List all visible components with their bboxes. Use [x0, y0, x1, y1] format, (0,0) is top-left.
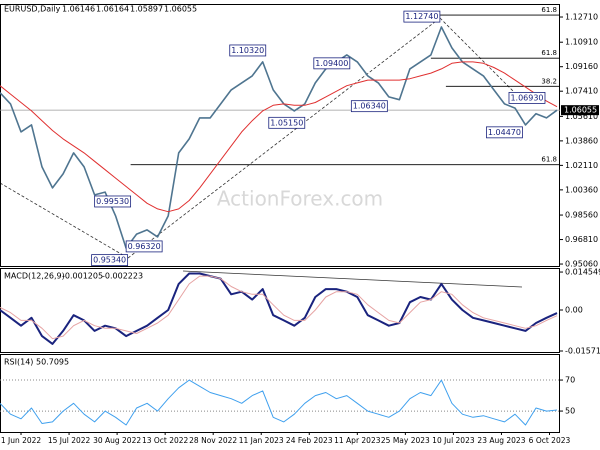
price-marker-label: 1.09400: [315, 59, 348, 68]
x-tick-label: 1 Jun 2022: [1, 436, 42, 445]
y-tick-label: 70: [565, 376, 575, 385]
price-marker-box: [125, 240, 163, 253]
y-tick-label: 0.95060: [565, 260, 598, 269]
x-tick-label: 23 Aug 2023: [477, 436, 525, 445]
y-tick-label: 0.96810: [565, 235, 598, 244]
y-tick-label: 1.07410: [565, 87, 598, 96]
y-tick-label: 1.09160: [565, 62, 598, 71]
divergence-line: [182, 270, 523, 288]
y-tick-label: 50: [565, 407, 575, 416]
panel-title: RSI(14): [4, 358, 33, 367]
y-tick-label: 1.00360: [565, 185, 598, 194]
quote-value: 1.06164: [96, 5, 129, 14]
quote-value: 1.06055: [164, 5, 197, 14]
y-tick-label: 0.014549: [565, 268, 600, 277]
price-marker-box: [486, 126, 523, 139]
x-tick-label: 11 Jan 2023: [239, 436, 284, 445]
symbol-title: EURUSD,Daily: [4, 5, 61, 14]
fib-label: 61.8: [541, 6, 557, 14]
fib-label: 38.2: [541, 77, 557, 85]
panel-frame: [0, 354, 560, 433]
x-tick-label: 28 Nov 2022: [189, 436, 237, 445]
series-line: [0, 272, 558, 345]
series-line: [0, 379, 558, 426]
price-marker-box: [350, 100, 388, 113]
watermark: ActionForex.com: [217, 187, 383, 211]
readout: -0.001205: [62, 272, 103, 281]
y-tick-label: 1.10910: [565, 38, 598, 47]
x-tick-label: 15 Jul 2022: [48, 436, 91, 445]
x-tick-label: 10 Jul 2023: [432, 436, 475, 445]
fib-label: 61.8: [541, 49, 557, 57]
price-marker-label: 1.12740: [405, 12, 438, 21]
readout: 50.7095: [36, 358, 69, 367]
x-tick-label: 6 Oct 2023: [529, 436, 571, 445]
price-marker-label: 0.95340: [93, 256, 126, 265]
price-marker-label: 0.96320: [128, 242, 161, 251]
x-tick-label: 25 May 2023: [381, 436, 430, 445]
price-marker-box: [94, 195, 132, 208]
price-marker-box: [508, 92, 546, 104]
quote-value: 1.06146: [62, 5, 95, 14]
price-marker-box: [229, 44, 267, 57]
x-tick-label: 11 Apr 2023: [334, 436, 381, 445]
price-marker-label: 0.99530: [96, 197, 129, 206]
x-tick-label: 30 Aug 2022: [93, 436, 141, 445]
panel-frame: [0, 4, 560, 267]
y-tick-label: 1.05610: [565, 112, 598, 121]
y-tick-label: 1.12710: [565, 13, 598, 22]
price-marker-box: [268, 116, 306, 129]
quote-value: 1.05897: [130, 5, 163, 14]
series-line: [0, 275, 558, 340]
price-marker-label: 1.04470: [488, 128, 521, 137]
last-price-box: [561, 105, 599, 116]
panel-title: MACD(12,26,9): [4, 272, 65, 281]
y-tick-label: 0.98560: [565, 211, 598, 220]
x-tick-label: 13 Oct 2022: [142, 436, 189, 445]
trend-line: [127, 17, 441, 259]
y-tick-label: 1.02110: [565, 161, 598, 170]
y-tick-label: 1.03860: [565, 136, 598, 145]
price-marker-label: 1.05150: [270, 118, 303, 127]
last-price-label: 1.06055: [564, 106, 597, 115]
price-marker-label: 1.06340: [353, 102, 386, 111]
price-marker-box: [91, 254, 129, 267]
price-marker-label: 1.06930: [510, 93, 543, 102]
x-tick-label: 24 Feb 2023: [286, 436, 333, 445]
series-line: [0, 26, 558, 249]
series-line: [0, 61, 558, 213]
price-marker-label: 1.10320: [231, 46, 264, 55]
y-tick-label: 0.00: [565, 306, 583, 315]
price-marker-box: [313, 57, 351, 70]
y-tick-label: -0.015712: [565, 346, 600, 355]
fib-label: 61.8: [541, 156, 557, 164]
readout: -0.002223: [102, 272, 143, 281]
price-marker-box: [403, 10, 441, 23]
